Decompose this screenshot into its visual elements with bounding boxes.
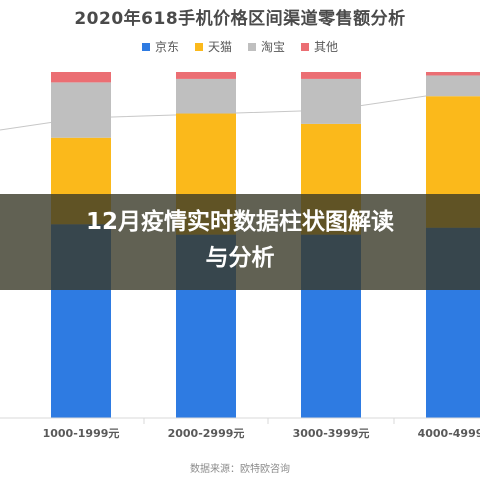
headline-line-2: 与分析 <box>205 245 275 271</box>
x-tick-label: 2000-2999元 <box>168 427 245 440</box>
legend-item-taobao: 淘宝 <box>248 38 285 55</box>
headline-banner <box>0 194 480 290</box>
legend-label-other: 其他 <box>314 40 339 54</box>
bar-segment <box>51 72 111 83</box>
chart-legend: 京东 天猫 淘宝 其他 <box>0 38 480 55</box>
bar-segment <box>426 75 480 97</box>
headline-text: 12月疫情实时数据柱状图解读 与分析 <box>20 204 460 276</box>
legend-label-jd: 京东 <box>154 40 179 54</box>
x-tick-label: 3000-3999元 <box>293 427 370 440</box>
bar-segment <box>301 72 361 79</box>
legend-swatch-jd <box>141 42 150 51</box>
legend-swatch-tmall <box>194 42 203 51</box>
bar-segment <box>426 72 480 76</box>
legend-label-tmall: 天猫 <box>207 40 232 54</box>
legend-item-jd: 京东 <box>141 38 179 55</box>
legend-item-tmall: 天猫 <box>194 38 232 55</box>
x-tick-label: 4000-4999元 <box>418 427 480 440</box>
legend-label-taobao: 淘宝 <box>261 40 286 54</box>
chart-title: 2020年618手机价格区间渠道零售额分析 <box>74 9 406 29</box>
bar-segment <box>301 78 361 124</box>
bar-segment <box>176 72 236 79</box>
bar-segment <box>51 82 111 138</box>
legend-swatch-other <box>301 42 310 51</box>
legend-item-other: 其他 <box>301 38 338 55</box>
headline-line-1: 12月疫情实时数据柱状图解读 <box>85 209 394 235</box>
x-tick-label: 1000-1999元 <box>43 427 120 440</box>
legend-swatch-taobao <box>248 42 256 51</box>
bar-segment <box>176 78 236 114</box>
data-source-note: 数据来源：欧特欧咨询 <box>190 464 290 475</box>
